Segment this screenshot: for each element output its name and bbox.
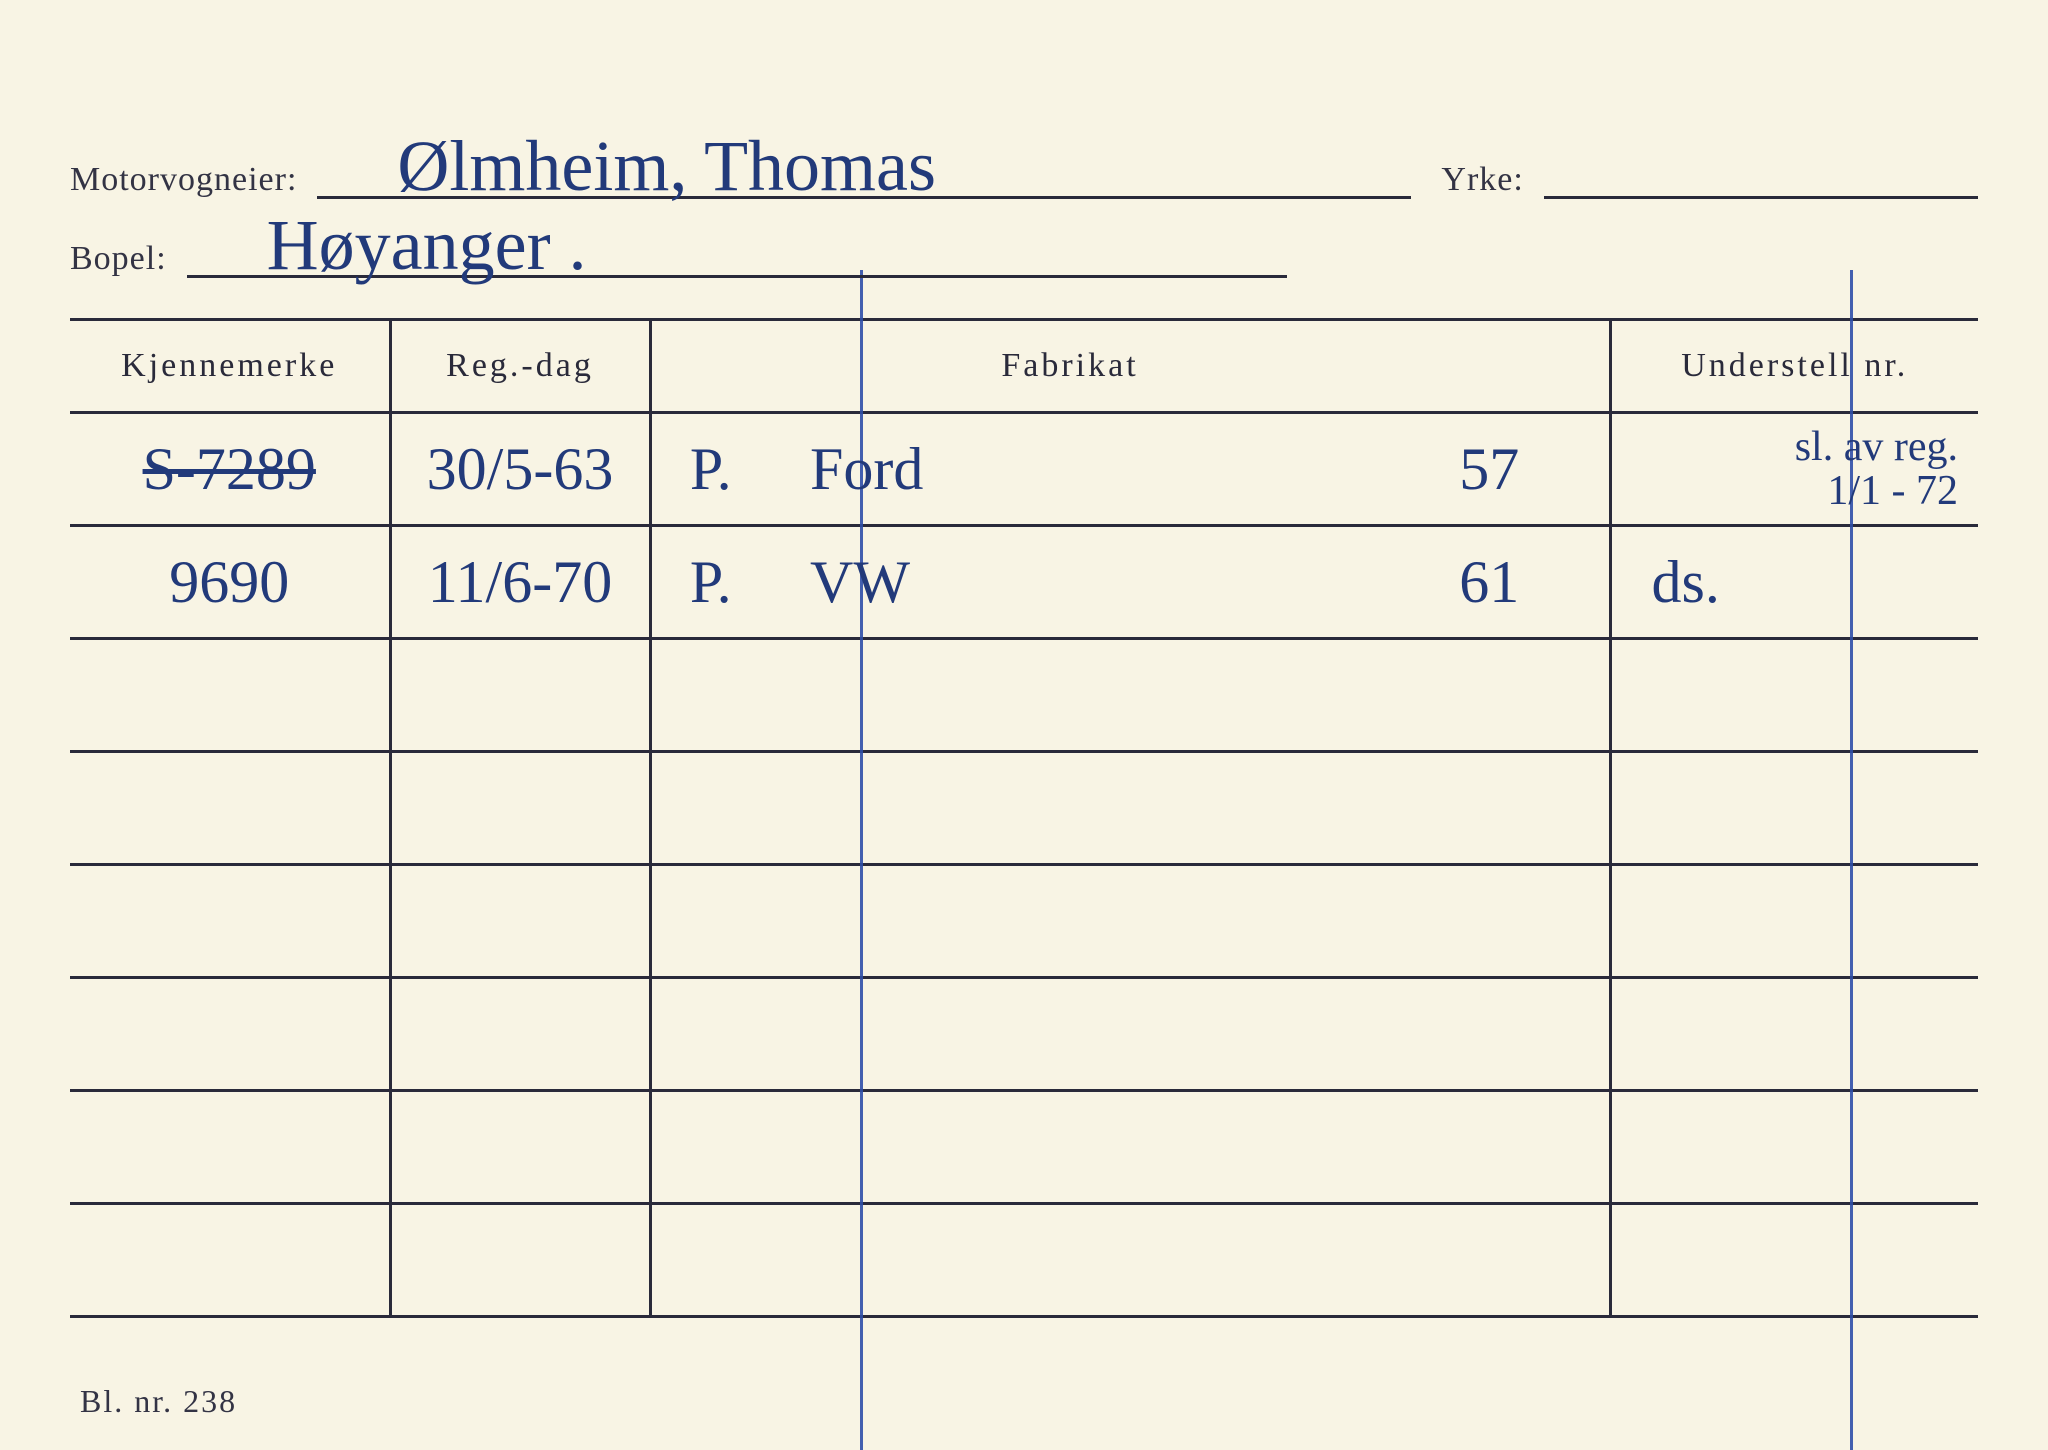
cell-kjennemerke: 9690: [169, 549, 289, 615]
col-kjennemerke: Kjennemerke: [70, 320, 390, 413]
cell-kjennemerke: S-7289: [143, 436, 316, 502]
cell-understell: ds.: [1652, 549, 1720, 615]
col-narrow: [650, 320, 770, 413]
table-row: [70, 752, 1978, 865]
registration-table: Kjennemerke Reg.-dag Fabrikat Understell…: [70, 318, 1978, 1318]
col-regdag: Reg.-dag: [390, 320, 650, 413]
bopel-value: Høyanger .: [187, 205, 587, 285]
cell-regdag: 11/6-70: [428, 549, 612, 615]
cell-fabrikat: VW: [810, 549, 910, 615]
table-row: S-7289 30/5-63 P. Ford 57 sl. av reg. 1/…: [70, 413, 1978, 526]
cell-fabrikat: Ford: [810, 436, 923, 502]
table-row: [70, 639, 1978, 752]
cell-regdag: 30/5-63: [427, 436, 614, 502]
cell-understell-note2: 1/1 - 72: [1612, 469, 1959, 513]
table-row: 9690 11/6-70 P. VW 61 ds.: [70, 526, 1978, 639]
table-body: S-7289 30/5-63 P. Ford 57 sl. av reg. 1/…: [70, 413, 1978, 1317]
card-header: Motorvogneier: Ølmheim, Thomas Yrke: Bop…: [70, 120, 1978, 278]
table-row: [70, 1204, 1978, 1317]
registration-card: Motorvogneier: Ølmheim, Thomas Yrke: Bop…: [0, 0, 2048, 1450]
yrke-value: [1544, 126, 1624, 206]
owner-value: Ølmheim, Thomas: [317, 126, 936, 206]
cell-mid: 57: [1459, 436, 1519, 502]
table-row: [70, 865, 1978, 978]
cell-narrow: P.: [690, 549, 732, 615]
col-understell: Understell nr.: [1610, 320, 1978, 413]
cell-mid: 61: [1459, 549, 1519, 615]
yrke-label: Yrke:: [1441, 161, 1523, 199]
cell-narrow: P.: [690, 436, 732, 502]
form-number: Bl. nr. 238: [80, 1383, 237, 1420]
table-row: [70, 1091, 1978, 1204]
table-header-row: Kjennemerke Reg.-dag Fabrikat Understell…: [70, 320, 1978, 413]
cell-understell-note1: sl. av reg.: [1612, 425, 1959, 469]
owner-label: Motorvogneier:: [70, 161, 297, 199]
table-row: [70, 978, 1978, 1091]
bopel-label: Bopel:: [70, 240, 167, 278]
col-fabrikat: Fabrikat: [770, 320, 1370, 413]
col-mid: [1370, 320, 1610, 413]
